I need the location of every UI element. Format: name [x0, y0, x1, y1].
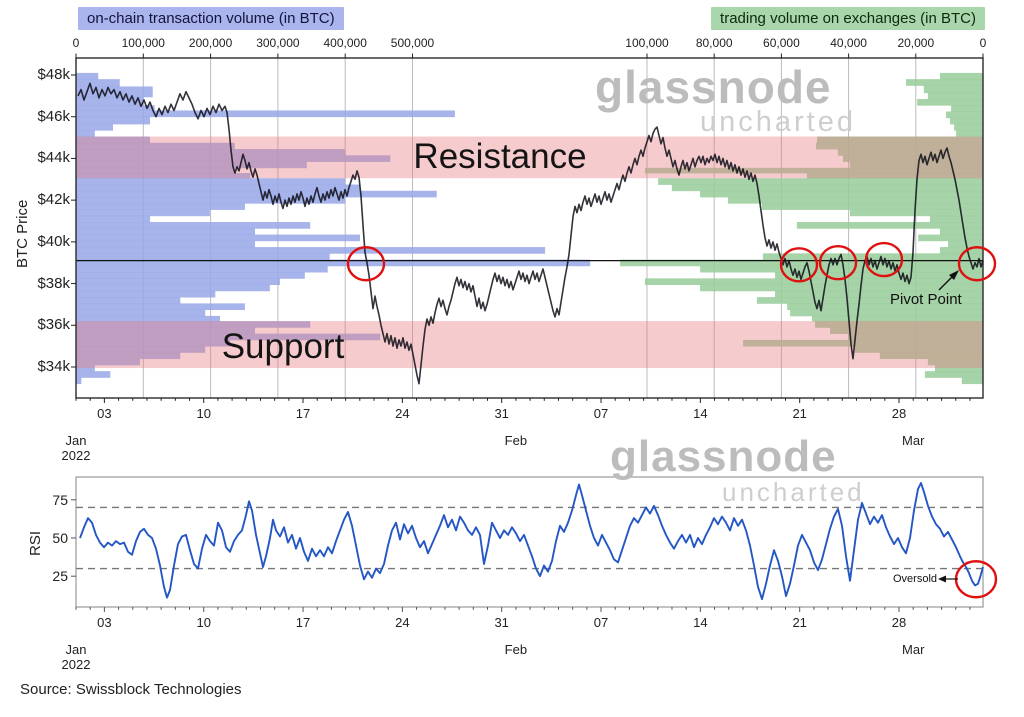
price-axis-tick: $36k — [37, 316, 70, 334]
trading-volume-legend: trading volume on exchanges (in BTC) — [711, 7, 985, 30]
date-tick-rsi: 10 — [196, 615, 211, 630]
date-tick-top: 17 — [295, 406, 311, 421]
date-tick-top: 28 — [891, 406, 907, 421]
onchain-axis-tick: 0 — [72, 36, 80, 50]
date-tick-top: 14 — [693, 406, 708, 421]
date-tick-top: 07 — [593, 406, 609, 421]
onchain-axis-tick: 100,000 — [121, 36, 165, 50]
month-label-rsi: Feb — [504, 642, 528, 657]
source-credit: Source: Swissblock Technologies — [20, 681, 242, 698]
date-tick-rsi: 03 — [97, 615, 112, 630]
glassnode-watermark-rsi: glassnode — [610, 432, 837, 481]
price-axis-tick: $34k — [37, 357, 70, 375]
price-axis-tick: $46k — [37, 107, 70, 125]
onchain-axis-tick: 300,000 — [256, 36, 300, 50]
date-tick-rsi: 14 — [693, 615, 708, 630]
onchain-axis-tick: 500,000 — [390, 36, 435, 50]
date-tick-rsi: 31 — [494, 615, 509, 630]
pivot-point-label: Pivot Point — [890, 291, 962, 308]
date-tick-rsi: 07 — [593, 615, 609, 630]
onchain-axis-tick: 200,000 — [188, 36, 233, 50]
glassnode-watermark: glassnode — [595, 61, 832, 113]
month-label-top: Jan 2022 — [61, 433, 91, 463]
oversold-label: Oversold — [893, 573, 938, 585]
price-axis-tick: $40k — [37, 232, 70, 250]
trading-axis-tick: 100,000 — [625, 36, 669, 50]
date-tick-top: 24 — [395, 406, 410, 421]
date-tick-rsi: 24 — [395, 615, 410, 630]
month-label-rsi: Mar — [902, 642, 925, 657]
trading-axis-tick: 40,000 — [830, 36, 867, 50]
price-axis-tick: $42k — [37, 191, 70, 209]
price-axis-tick: $48k — [37, 66, 70, 83]
month-label-top: Mar — [902, 433, 925, 448]
date-tick-top: 31 — [494, 406, 509, 421]
resistance-label: Resistance — [413, 137, 587, 176]
price-axis-tick: $38k — [37, 274, 70, 292]
rsi-axis-tick: 50 — [52, 530, 68, 546]
onchain-volume-legend: on-chain transaction volume (in BTC) — [78, 7, 344, 30]
trading-axis-tick: 60,000 — [763, 36, 800, 50]
month-label-rsi: Jan 2022 — [61, 642, 91, 672]
uncharted-watermark: uncharted — [700, 106, 856, 138]
trading-axis-tick: 0 — [979, 36, 987, 50]
support-label: Support — [221, 327, 345, 366]
month-label-top: Feb — [504, 433, 528, 448]
date-tick-top: 03 — [97, 406, 112, 421]
uncharted-watermark-rsi: uncharted — [722, 477, 865, 507]
date-tick-rsi: 17 — [295, 615, 311, 630]
trading-axis-tick: 80,000 — [695, 36, 733, 50]
trading-axis-tick: 20,000 — [897, 36, 935, 50]
date-tick-rsi: 28 — [891, 615, 907, 630]
price-axis-tick: $44k — [37, 149, 70, 167]
rsi-axis-tick: 75 — [52, 491, 68, 508]
onchain-axis-tick: 400,000 — [323, 36, 367, 50]
date-tick-top: 10 — [196, 406, 211, 421]
rsi-axis-tick: 25 — [52, 568, 68, 585]
date-tick-rsi: 21 — [792, 615, 807, 630]
date-tick-top: 21 — [792, 406, 807, 421]
